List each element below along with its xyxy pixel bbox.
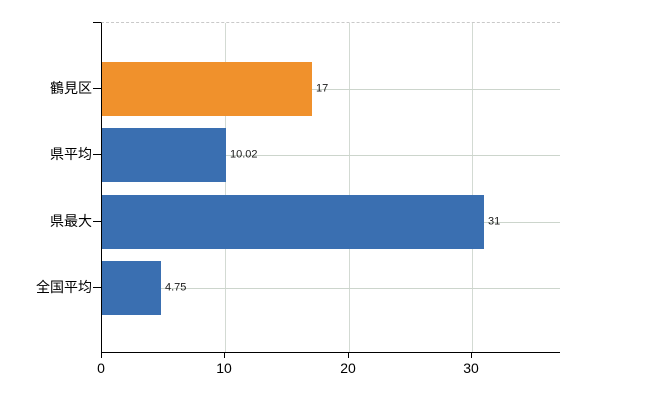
y-axis-tick: [93, 221, 101, 222]
x-axis-tick: [224, 353, 225, 358]
x-axis-tick: [101, 353, 102, 358]
y-axis-tick: [93, 154, 101, 155]
category-label: 県平均: [50, 146, 92, 162]
bar-value-label: 4.75: [165, 281, 187, 294]
y-axis-tick: [93, 287, 101, 288]
plot-area: 17 10.02 31 4.75: [101, 22, 560, 353]
bar-鶴見区: [102, 62, 312, 116]
horizontal-gridline: [102, 155, 560, 156]
category-label: 全国平均: [36, 279, 92, 295]
bar-県最大: [102, 195, 484, 249]
bar-value-label: 31: [488, 215, 501, 228]
category-label: 鶴見区: [50, 80, 92, 96]
x-axis-tick-label: 10: [216, 360, 232, 376]
bar-県平均: [102, 128, 226, 182]
bar-全国平均: [102, 261, 161, 315]
x-axis-tick-label: 20: [340, 360, 356, 376]
x-axis-tick: [471, 353, 472, 358]
y-axis-top-tick: [93, 22, 101, 23]
vertical-gridline: [225, 23, 226, 352]
x-axis-tick: [348, 353, 349, 358]
vertical-gridline: [472, 23, 473, 352]
horizontal-gridline: [102, 288, 560, 289]
y-axis-tick: [93, 88, 101, 89]
x-axis-tick-label: 30: [463, 360, 479, 376]
horizontal-gridline: [102, 89, 560, 90]
category-label: 県最大: [50, 213, 92, 229]
vertical-gridline: [349, 23, 350, 352]
bar-value-label: 17: [316, 82, 329, 95]
x-axis-tick-label: 0: [97, 360, 105, 376]
bar-value-label: 10.02: [230, 148, 258, 161]
